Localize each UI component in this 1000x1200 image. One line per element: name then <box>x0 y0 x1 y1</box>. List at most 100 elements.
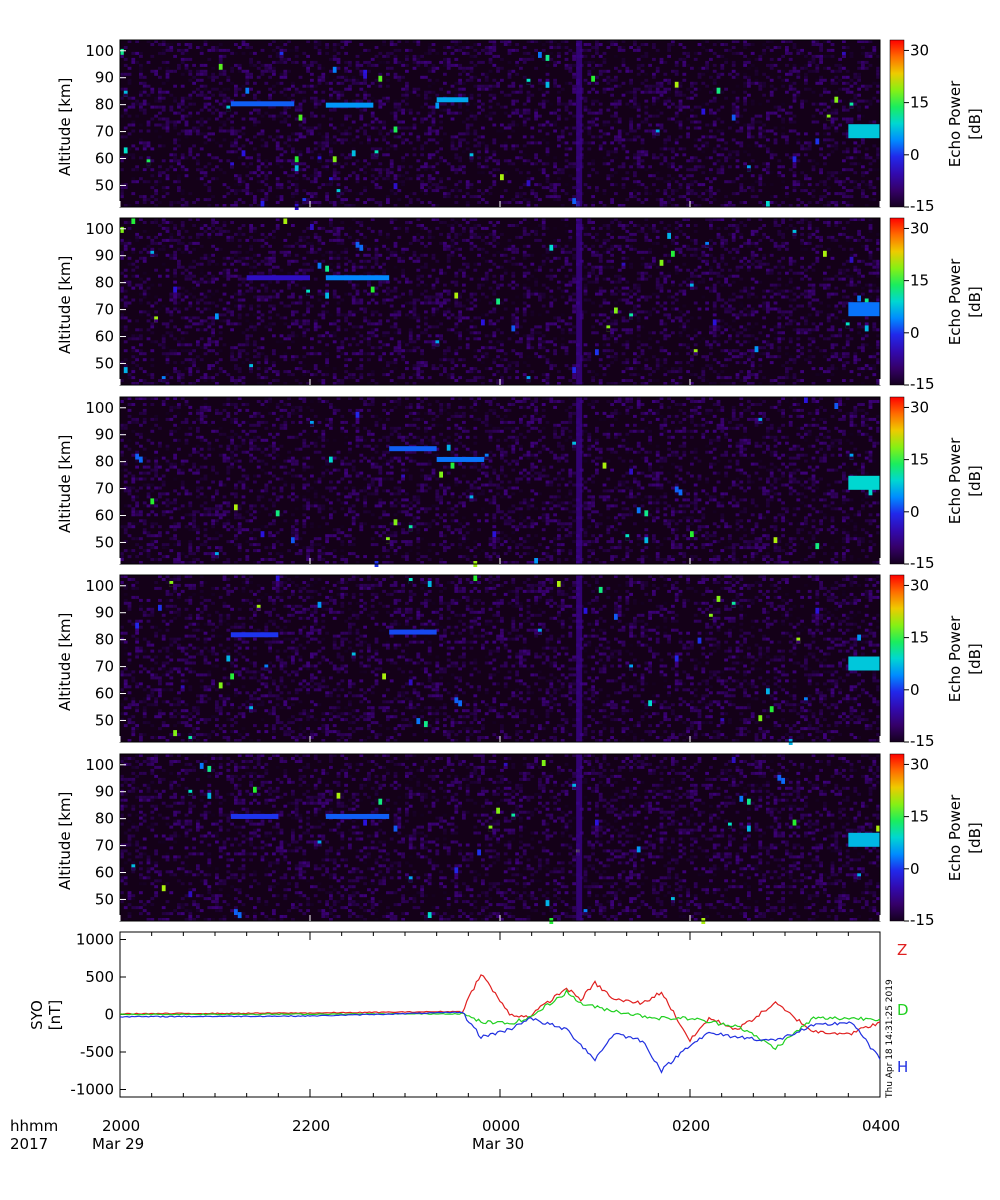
echo-layer <box>325 275 390 281</box>
colorbar-tick-label: 30 <box>910 219 929 237</box>
interference-stripe <box>576 218 583 385</box>
heatmap-noise <box>120 575 880 745</box>
heatmap-noise <box>120 40 880 210</box>
y-tick-label: 80 <box>95 96 114 114</box>
echo-layer <box>848 656 880 671</box>
colorbar <box>889 39 905 208</box>
echo-layer <box>848 475 880 490</box>
y-tick-label: 80 <box>95 810 114 828</box>
echo-layer <box>436 97 469 103</box>
y-tick-label: 70 <box>95 123 114 141</box>
mag-y-axis-title-line2: [nT] <box>46 1000 64 1030</box>
y-tick-label: 60 <box>95 328 114 346</box>
mag-y-axis-title-line1: SYO <box>28 1000 46 1030</box>
heatmap-noise <box>120 754 880 924</box>
colorbar <box>889 217 905 386</box>
y-tick-label: 60 <box>95 685 114 703</box>
colorbar <box>889 574 905 743</box>
heatmap-noise <box>120 397 880 567</box>
y-tick-label: 80 <box>95 274 114 292</box>
echo-layer <box>389 446 437 452</box>
echo-power-panel-2: 50 60 70 80 90 100 -15 0 15 30 <box>85 217 935 390</box>
echo-layer <box>230 813 279 819</box>
x-date-label: Mar 29 <box>92 1135 145 1153</box>
colorbar-tick-label: 15 <box>910 808 929 826</box>
series-label-D: D <box>897 1001 909 1019</box>
colorbar-tick-label: -15 <box>910 197 935 212</box>
heatmap-noise <box>120 218 880 385</box>
y-tick-label: 50 <box>95 890 114 908</box>
echo-power-panel-3: 50 60 70 80 90 100 -15 0 15 30 <box>85 396 935 569</box>
x-axis-row2-label: 2017 <box>10 1135 49 1153</box>
colorbar-tick-label: 0 <box>910 681 920 699</box>
x-tick-label: 0400 <box>862 1117 901 1135</box>
colorbar-tick-label: 15 <box>910 451 929 469</box>
colorbar <box>889 753 905 922</box>
y-tick-label: 100 <box>85 42 114 60</box>
colorbar-tick-label: 15 <box>910 94 929 112</box>
y-tick-label: 60 <box>95 864 114 882</box>
interference-stripe <box>576 397 583 564</box>
mag-y-tick-label: 500 <box>85 968 114 986</box>
y-tick-label: 60 <box>95 507 114 525</box>
echo-layer <box>389 629 437 635</box>
mag-y-tick-label: -500 <box>80 1043 114 1061</box>
series-line-Z <box>119 974 881 1043</box>
y-tick-label: 60 <box>95 150 114 168</box>
x-tick-label: 0000 <box>482 1117 521 1135</box>
mag-y-tick-label: 1000 <box>76 931 114 949</box>
echo-power-panel-5: 50 60 70 80 90 100 -15 0 15 30 <box>85 753 935 926</box>
y-tick-label: 70 <box>95 837 114 855</box>
series-line-D <box>119 989 881 1051</box>
echo-layer <box>848 124 880 139</box>
y-tick-label: 70 <box>95 658 114 676</box>
colorbar <box>889 396 905 565</box>
mag-y-tick-label: -1000 <box>70 1081 114 1099</box>
timestamp: Thu Apr 18 14:31:25 2019 <box>885 979 895 1098</box>
mag-y-tick-label: 0 <box>104 1006 114 1024</box>
y-tick-label: 50 <box>95 533 114 551</box>
echo-power-panel-4: 50 60 70 80 90 100 -15 0 15 30 <box>85 574 935 747</box>
echo-layer <box>246 275 310 281</box>
y-tick-label: 50 <box>95 711 114 729</box>
x-tick-label: 0200 <box>672 1117 711 1135</box>
y-tick-label: 100 <box>85 399 114 417</box>
y-tick-label: 90 <box>95 604 114 622</box>
colorbar-tick-label: -15 <box>910 554 935 569</box>
series-line-H <box>119 1011 881 1074</box>
y-tick-label: 90 <box>95 783 114 801</box>
y-tick-label: 70 <box>95 301 114 319</box>
colorbar-tick-label: 30 <box>910 576 929 594</box>
colorbar-tick-label: -15 <box>910 732 935 747</box>
colorbar-tick-label: 15 <box>910 272 929 290</box>
x-tick-label: 2200 <box>292 1117 331 1135</box>
x-date-label: Mar 30 <box>472 1135 525 1153</box>
echo-layer <box>325 813 390 819</box>
echo-layer <box>230 101 295 107</box>
interference-stripe <box>576 40 583 207</box>
y-tick-label: 70 <box>95 480 114 498</box>
y-tick-label: 90 <box>95 69 114 87</box>
echo-layer <box>325 102 374 108</box>
x-axis-row1-label: hhmm <box>10 1117 59 1135</box>
series-label-Z: Z <box>897 941 907 959</box>
colorbar-tick-label: 30 <box>910 398 929 416</box>
y-tick-label: 90 <box>95 247 114 265</box>
y-tick-label: 50 <box>95 176 114 194</box>
echo-layer <box>848 302 880 317</box>
echo-power-panel-1: 50 60 70 80 90 100 -15 0 15 30 <box>85 39 935 212</box>
colorbar-tick-label: 0 <box>910 146 920 164</box>
y-tick-label: 80 <box>95 453 114 471</box>
y-tick-label: 100 <box>85 220 114 238</box>
interference-stripe <box>576 575 583 742</box>
echo-layer <box>436 456 485 462</box>
y-tick-label: 100 <box>85 577 114 595</box>
colorbar-tick-label: -15 <box>910 911 935 926</box>
colorbar-tick-label: 0 <box>910 324 920 342</box>
y-tick-label: 50 <box>95 354 114 372</box>
interference-stripe <box>576 754 583 921</box>
echo-layer <box>848 832 880 847</box>
colorbar-tick-label: 15 <box>910 629 929 647</box>
y-tick-label: 100 <box>85 756 114 774</box>
